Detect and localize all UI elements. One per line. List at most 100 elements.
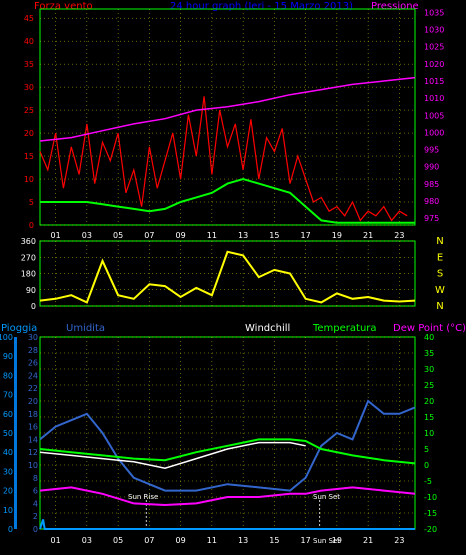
grid-lines: [14, 9, 415, 530]
wind-hour-label: 15: [269, 231, 279, 240]
pressure-tick-label: 975: [424, 214, 439, 223]
humidity-tick-label: 4: [33, 499, 38, 508]
pressure-axis-label: Pressione: [371, 1, 419, 12]
windchill-line: [39, 441, 306, 469]
temperature-tick-label: 40: [424, 333, 434, 342]
wind-tick-label: 40: [24, 37, 34, 46]
compass-label: N: [436, 301, 443, 312]
temperature-tick-label: -20: [424, 525, 437, 534]
humidity-tick-label: 24: [28, 371, 38, 380]
thermo-hour-label: 23: [394, 536, 404, 545]
sun-set-axis-label: Sun Set: [313, 537, 340, 545]
legend-dewpoint: Dew Point (°C): [393, 323, 466, 334]
wind-tick-label: 20: [24, 129, 34, 138]
wind-hour-label: 11: [207, 231, 217, 240]
rain-tick-label: 20: [3, 487, 13, 496]
pressure-tick-label: 990: [424, 163, 439, 172]
wind-hour-label: 01: [51, 231, 61, 240]
thermo-hour-label: 07: [144, 536, 154, 545]
thermo-hour-label: 03: [82, 536, 92, 545]
legend-temperatura: Temperatura: [312, 323, 377, 334]
rain-tick-label: 100: [0, 333, 13, 342]
rain-tick-label: 0: [8, 525, 13, 534]
pressure-tick-label: 985: [424, 180, 439, 189]
humidity-tick-label: 18: [28, 410, 38, 419]
pressure-tick-label: 1000: [424, 128, 444, 137]
wind-hour-label: 09: [176, 231, 186, 240]
tick-labels: 0510152025303540459759809859909951000100…: [0, 8, 445, 545]
humidity-tick-label: 30: [28, 333, 38, 342]
humidity-tick-label: 14: [28, 435, 38, 444]
compass-label: E: [437, 252, 443, 263]
temperature-tick-label: 15: [424, 413, 434, 422]
pressure-tick-label: 1030: [424, 26, 444, 35]
pressure-tick-label: 1015: [424, 77, 444, 86]
temperature-tick-label: 25: [424, 381, 434, 390]
thermo-hour-label: 01: [51, 536, 61, 545]
rain-tick-label: 80: [3, 371, 13, 380]
humidity-tick-label: 26: [28, 359, 38, 368]
wind-tick-label: 0: [29, 221, 34, 230]
humidity-tick-label: 2: [33, 512, 38, 521]
legend-umidita: Umidita: [66, 323, 105, 334]
wind-hour-label: 05: [113, 231, 123, 240]
compass-label: S: [437, 269, 443, 280]
temperature-tick-label: 0: [424, 461, 429, 470]
dewpoint-line: [39, 486, 416, 507]
direction-line: [39, 250, 416, 304]
pressure-tick-label: 1005: [424, 111, 444, 120]
thermo-hour-label: 15: [269, 536, 279, 545]
sun-rise-label: Sun Rise: [128, 493, 158, 501]
wind-hour-label: 21: [363, 231, 373, 240]
thermo-hour-label: 21: [363, 536, 373, 545]
pressure-tick-label: 980: [424, 197, 439, 206]
pressure-tick-label: 995: [424, 146, 439, 155]
pressure-tick-label: 1010: [424, 94, 444, 103]
wind-tick-label: 35: [24, 60, 34, 69]
thermo-hour-label: 05: [113, 536, 123, 545]
rain-tick-label: 90: [3, 352, 13, 361]
temperature-tick-label: -10: [424, 493, 437, 502]
humidity-tick-label: 22: [28, 384, 38, 393]
humidity-tick-label: 0: [33, 525, 38, 534]
temperature-tick-label: 5: [424, 445, 429, 454]
wind-tick-label: 25: [24, 106, 34, 115]
direction-tick-label: 180: [21, 270, 36, 279]
wind-tick-label: 45: [24, 14, 34, 23]
rain-tick-label: 60: [3, 410, 13, 419]
direction-tick-label: 0: [31, 302, 36, 311]
temperature-tick-label: 30: [424, 365, 434, 374]
rain-axis-bar: [14, 337, 17, 529]
wind-tick-label: 30: [24, 83, 34, 92]
wind-hour-label: 23: [394, 231, 404, 240]
thermo-hour-label: 11: [207, 536, 217, 545]
pressure-tick-label: 1035: [424, 8, 444, 17]
pressure-tick-label: 1020: [424, 60, 444, 69]
humidity-tick-label: 6: [33, 487, 38, 496]
wind-gust-line: [39, 96, 408, 222]
thermo-hour-label: 17: [301, 536, 311, 545]
pressure-tick-label: 1025: [424, 43, 444, 52]
wind-tick-label: 15: [24, 152, 34, 161]
rain-tick-label: 50: [3, 429, 13, 438]
wind-hour-label: 03: [82, 231, 92, 240]
sun-set-label: Sun Set: [313, 493, 340, 501]
wind-hour-label: 13: [238, 231, 248, 240]
temperatura-line: [39, 438, 416, 465]
pressure-line: [39, 76, 416, 142]
direction-tick-label: 360: [21, 237, 36, 246]
rain-tick-label: 40: [3, 448, 13, 457]
legend-windchill: Windchill: [245, 323, 290, 334]
temperature-tick-label: 10: [424, 429, 434, 438]
direction-tick-label: 90: [26, 286, 36, 295]
thermo-hour-label: 09: [176, 536, 186, 545]
wind-tick-label: 5: [29, 198, 34, 207]
temperature-tick-label: -15: [424, 509, 437, 518]
wind-axis-label: Forza vento: [34, 1, 93, 12]
temperature-tick-label: -5: [424, 477, 432, 486]
rain-tick-label: 70: [3, 391, 13, 400]
humidity-tick-label: 16: [28, 423, 38, 432]
rain-tick-label: 10: [3, 506, 13, 515]
